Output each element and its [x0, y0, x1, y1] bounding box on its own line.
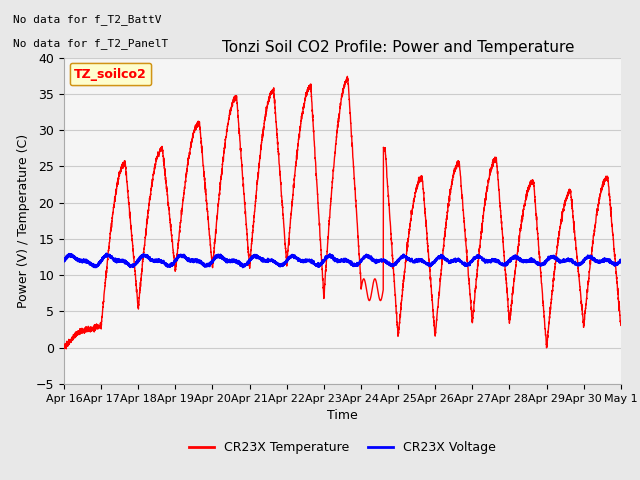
Text: No data for f_T2_PanelT: No data for f_T2_PanelT: [13, 38, 168, 49]
Legend: CR23X Temperature, CR23X Voltage: CR23X Temperature, CR23X Voltage: [184, 436, 501, 459]
Text: No data for f_T2_BattV: No data for f_T2_BattV: [13, 14, 161, 25]
Title: Tonzi Soil CO2 Profile: Power and Temperature: Tonzi Soil CO2 Profile: Power and Temper…: [222, 40, 574, 55]
X-axis label: Time: Time: [327, 409, 358, 422]
Y-axis label: Power (V) / Temperature (C): Power (V) / Temperature (C): [17, 134, 30, 308]
